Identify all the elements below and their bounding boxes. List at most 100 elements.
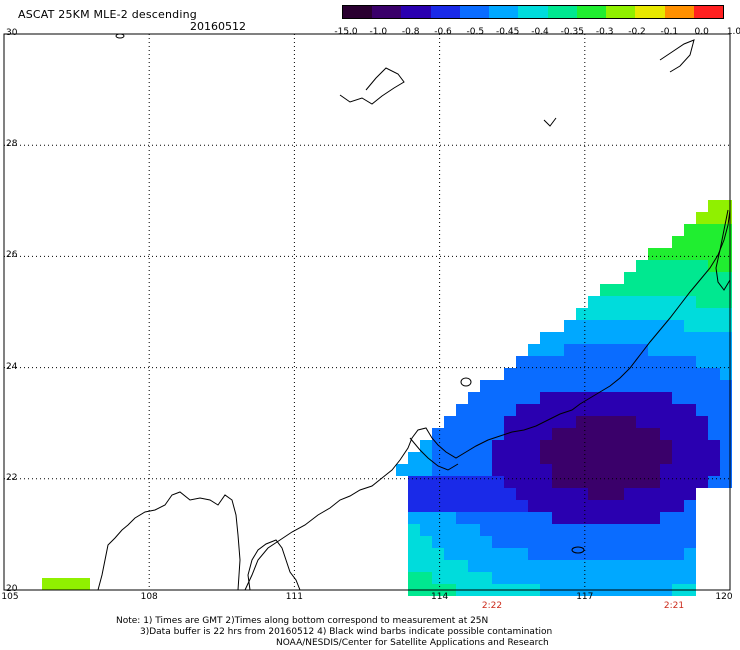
korea-coast-fragment — [543, 117, 557, 127]
color-scale-label: -0.8 — [401, 27, 420, 37]
wind-cell — [516, 428, 528, 440]
wind-cell — [444, 524, 456, 536]
hainan-island-coastline — [247, 539, 301, 591]
wind-cell — [672, 548, 684, 560]
wind-cell — [684, 500, 696, 512]
wind-cell — [588, 524, 600, 536]
wind-cell — [624, 404, 636, 416]
wind-cell — [708, 356, 720, 368]
wind-cell — [564, 416, 576, 428]
wind-cell — [588, 332, 600, 344]
wind-cell — [588, 500, 600, 512]
wind-cell — [720, 440, 732, 452]
wind-cell — [636, 488, 648, 500]
wind-cell — [588, 344, 600, 356]
wind-cell — [576, 440, 588, 452]
wind-cell — [612, 488, 624, 500]
wind-cell — [516, 560, 528, 572]
wind-cell — [672, 524, 684, 536]
wind-cell — [432, 524, 444, 536]
wind-cell — [708, 404, 720, 416]
wind-cell — [660, 536, 672, 548]
wind-cell — [540, 572, 552, 584]
wind-cell — [612, 368, 624, 380]
color-scale-swatch — [343, 6, 373, 18]
taiwan-coastline — [715, 209, 731, 291]
wind-cell — [492, 440, 504, 452]
wind-cell — [648, 320, 660, 332]
wind-cell — [624, 368, 636, 380]
wind-cell — [636, 320, 648, 332]
wind-cell — [708, 308, 720, 320]
wind-cell — [660, 260, 672, 272]
longitude-label: 111 — [285, 592, 303, 602]
wind-cell — [672, 356, 684, 368]
wind-cell — [480, 500, 492, 512]
wind-cell — [492, 524, 504, 536]
wind-cell — [684, 356, 696, 368]
wind-cell — [612, 356, 624, 368]
wind-cell — [684, 548, 696, 560]
wind-cell — [660, 248, 672, 260]
wind-cell — [720, 344, 732, 356]
wind-cell — [456, 464, 468, 476]
wind-cell — [540, 440, 552, 452]
wind-cell — [636, 284, 648, 296]
wind-cell — [624, 320, 636, 332]
wind-cell — [648, 500, 660, 512]
wind-cell — [552, 440, 564, 452]
wind-cell — [576, 536, 588, 548]
wind-cell — [540, 500, 552, 512]
wind-cell — [600, 512, 612, 524]
wind-cell — [456, 560, 468, 572]
wind-cell — [684, 440, 696, 452]
wind-cell — [648, 404, 660, 416]
wind-cell — [648, 476, 660, 488]
wind-cell — [660, 560, 672, 572]
wind-cell — [528, 368, 540, 380]
latitude-label: 30 — [6, 28, 18, 38]
wind-cell — [684, 416, 696, 428]
wind-cell — [456, 488, 468, 500]
wind-cell — [612, 428, 624, 440]
wind-cell — [672, 248, 684, 260]
color-scale-swatch — [430, 6, 460, 18]
wind-cell — [540, 452, 552, 464]
wind-cell — [564, 332, 576, 344]
wind-cell — [516, 572, 528, 584]
wind-cell — [708, 476, 720, 488]
color-scale-label: -0.1 — [660, 27, 679, 37]
wind-cell — [528, 464, 540, 476]
wind-cell — [612, 320, 624, 332]
wind-cell — [564, 548, 576, 560]
wind-cell — [720, 308, 732, 320]
wind-cell — [564, 500, 576, 512]
wind-cell — [540, 368, 552, 380]
color-scale-label: -0.4 — [531, 27, 549, 37]
wind-cell — [504, 452, 516, 464]
wind-cell — [612, 440, 624, 452]
wind-cell — [516, 416, 528, 428]
wind-cell — [492, 560, 504, 572]
wind-cell — [624, 572, 636, 584]
wind-cell — [444, 560, 456, 572]
wind-cell — [696, 476, 708, 488]
footnote-line-1: Note: 1) Times are GMT 2)Times along bot… — [116, 616, 489, 626]
wind-cell — [420, 512, 432, 524]
wind-cell — [696, 248, 708, 260]
wind-cell — [636, 368, 648, 380]
wind-cell — [672, 476, 684, 488]
japan-island-coastline-2 — [659, 39, 695, 73]
wind-cell — [432, 536, 444, 548]
wind-cell — [624, 356, 636, 368]
wind-cell — [660, 488, 672, 500]
wind-cell — [624, 464, 636, 476]
wind-cell — [480, 464, 492, 476]
color-scale-label: -0.2 — [628, 27, 646, 37]
wind-cell — [708, 224, 720, 236]
wind-cell — [588, 464, 600, 476]
wind-cell — [600, 404, 612, 416]
wind-cell — [468, 416, 480, 428]
wind-cell — [552, 356, 564, 368]
wind-cell — [564, 512, 576, 524]
